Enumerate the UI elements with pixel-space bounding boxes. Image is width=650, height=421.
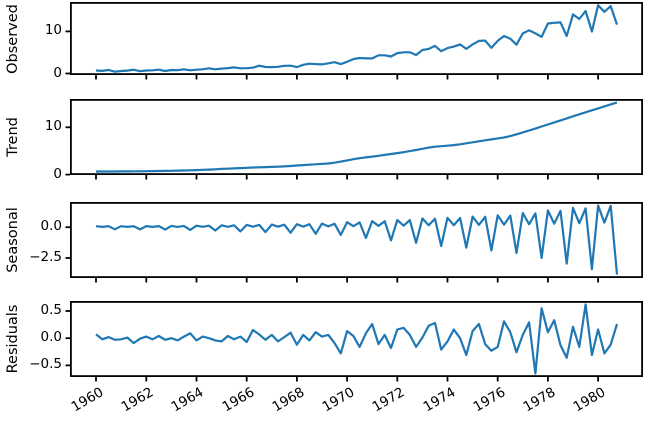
y-tick-label: 10 (44, 22, 62, 38)
x-tick-label: 1974 (420, 384, 458, 416)
x-tick-label: 1960 (68, 384, 106, 416)
axes-spines (69, 98, 644, 175)
y-tick-label: −0.5 (29, 356, 62, 372)
x-tick-label: 1966 (219, 384, 257, 416)
subplot-observed: 0 10 (45, 1, 644, 80)
x-tick-label: 1976 (470, 384, 508, 416)
seasonal-series-line (95, 204, 619, 275)
x-tick-label: 1970 (319, 384, 357, 416)
axis-label-residuals: Residuals (5, 304, 21, 374)
trend-series-line (96, 101, 618, 173)
axis-label-observed: Observed (5, 4, 21, 74)
residuals-series-line (95, 303, 619, 375)
y-tick-label: 0.5 (40, 302, 62, 318)
subplot-seasonal: 0.0 −2.5 (29, 201, 644, 283)
axis-label-trend: Trend (5, 117, 21, 157)
x-tick-label: 1978 (520, 384, 558, 416)
x-tick-label: 1964 (168, 384, 206, 416)
y-tick-label: 0 (53, 166, 62, 182)
subplot-residuals: 0.5 0.0 −0.5 (29, 300, 644, 382)
axes-spines (69, 1, 644, 75)
observed-plot-area (65, 1, 644, 80)
x-tick-label: 1980 (570, 384, 608, 416)
y-tick-label: 0 (53, 65, 62, 81)
observed-series-line (95, 4, 619, 73)
x-tick-label: 1968 (269, 384, 307, 416)
y-tick-label: −2.5 (29, 249, 62, 265)
y-tick-label: 0.0 (40, 329, 62, 345)
seasonal-plot-area (65, 201, 644, 283)
axes-spines (69, 300, 644, 377)
trend-plot-area (65, 98, 644, 180)
x-tick-label: 1962 (118, 384, 156, 416)
y-tick-label: 10 (44, 118, 62, 134)
residuals-plot-area (65, 300, 644, 382)
axis-label-seasonal: Seasonal (5, 207, 21, 273)
y-tick-label: 0.0 (40, 218, 62, 234)
axes-spines (69, 201, 644, 278)
subplot-trend: 0 10 (45, 98, 644, 181)
x-tick-label: 1972 (369, 384, 407, 416)
